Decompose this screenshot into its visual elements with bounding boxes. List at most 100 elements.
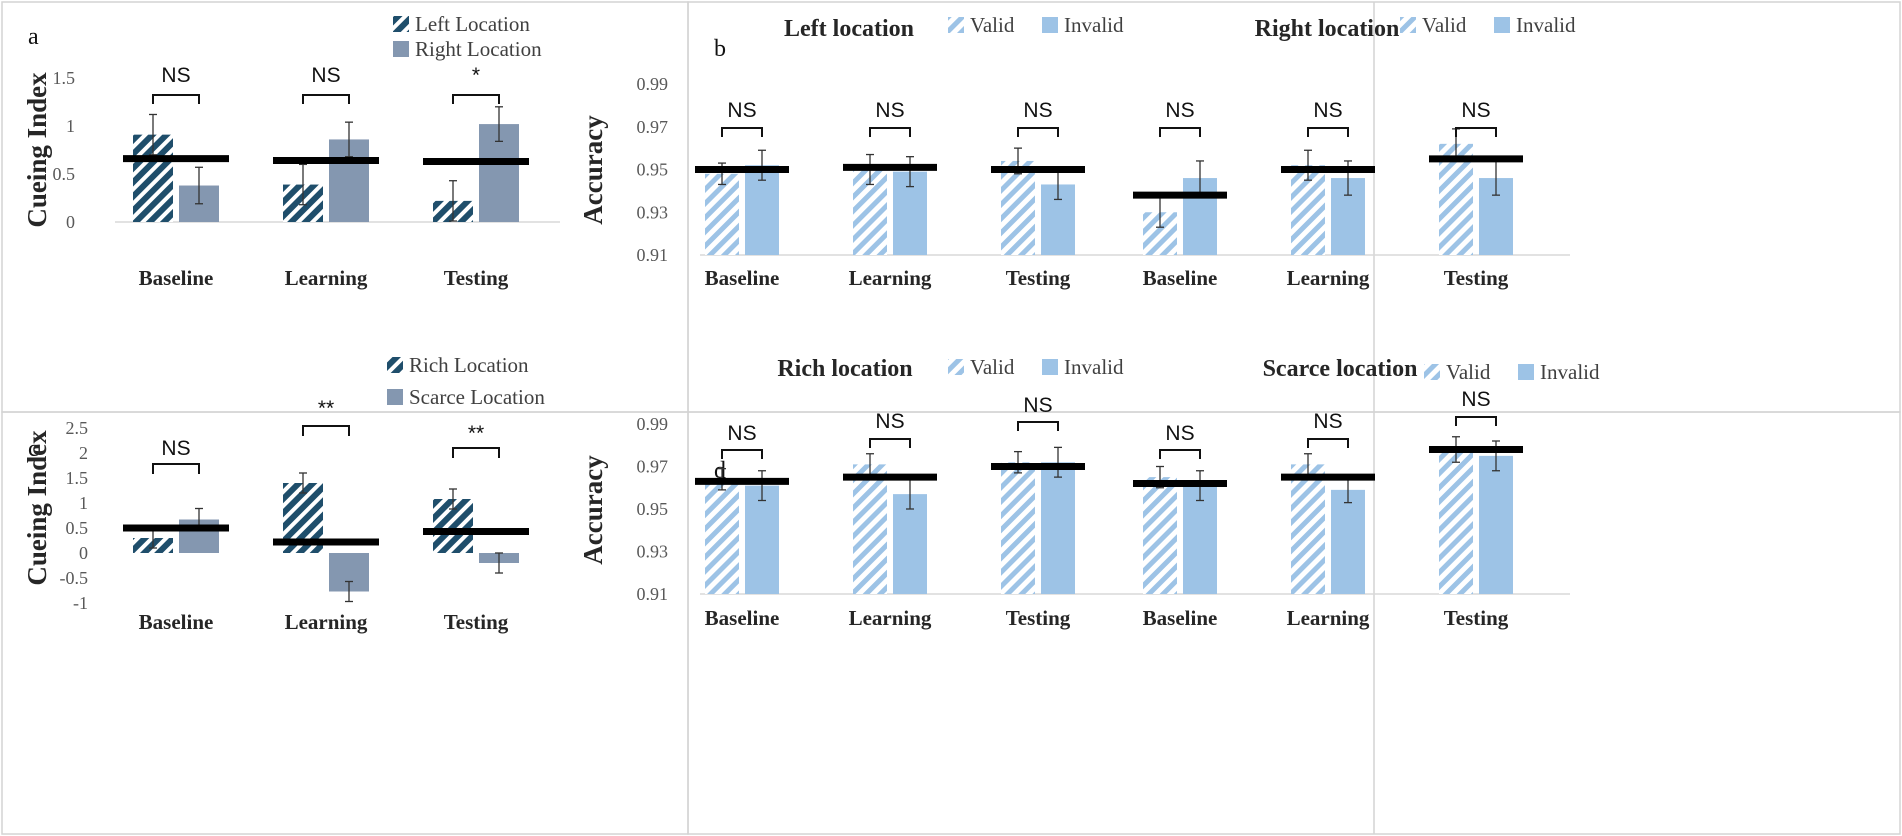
bar-valid-testing — [1001, 462, 1035, 594]
category-label-baseline: Baseline — [139, 610, 214, 634]
bar-invalid-testing — [1041, 462, 1075, 594]
significance-label: NS — [1023, 394, 1052, 417]
significance-bracket — [869, 127, 911, 137]
y-axis-label: Accuracy — [578, 455, 608, 565]
significance-bracket — [452, 447, 500, 458]
y-tick-label: 0.99 — [637, 74, 669, 94]
chart-title: Right location — [1255, 16, 1400, 42]
y-tick-label: 0 — [66, 212, 75, 232]
legend-label-valid: Valid — [970, 355, 1015, 379]
chart-c: -1 -0.5 0 0.5 1 1.5 2 2.5 Cueing Index NS Baseline… — [22, 353, 545, 634]
y-tick-label: 0.99 — [637, 414, 669, 434]
bar-invalid-learning — [893, 494, 927, 594]
chart-b: Left location 0.91 0.93 0.95 0.97 0.99 Accurac… — [578, 13, 1130, 290]
legend-swatch-invalid — [1494, 17, 1510, 33]
significance-label: NS — [1313, 99, 1342, 122]
panel-letter-a: a — [28, 24, 39, 50]
y-tick-label: 1.5 — [66, 468, 89, 488]
significance-bracket — [869, 438, 911, 448]
legend-label-invalid: Invalid — [1064, 355, 1124, 379]
bar-valid-learning — [1291, 464, 1325, 594]
y-tick-label: 2 — [79, 443, 88, 463]
significance-bracket — [1307, 127, 1349, 137]
significance-bracket — [721, 127, 763, 137]
significance-bracket — [302, 94, 350, 104]
significance-bracket — [1455, 127, 1497, 137]
category-label-learning: Learning — [285, 610, 368, 634]
bar-valid-learning — [853, 464, 887, 594]
significance-label: NS — [727, 422, 756, 445]
y-tick-label: 0.91 — [637, 584, 669, 604]
significance-label: NS — [1461, 388, 1490, 411]
y-tick-label: 1 — [66, 116, 75, 136]
y-tick-label: 0.93 — [637, 542, 669, 562]
chart-d2: Scarce location NS Baseline NS Learning NS Tes… — [1130, 356, 1600, 630]
legend-swatch-invalid — [1518, 364, 1534, 380]
y-tick-label: 0.5 — [66, 518, 89, 538]
significance-label: ** — [468, 422, 484, 445]
legend: Valid Invalid — [948, 13, 1124, 37]
significance-bracket — [721, 449, 763, 459]
legend-label-left-location: Left Location — [415, 12, 530, 36]
significance-bracket — [152, 463, 200, 474]
significance-bracket — [1159, 449, 1201, 459]
significance-label: NS — [875, 410, 904, 433]
significance-label: NS — [1165, 99, 1194, 122]
significance-label: NS — [311, 64, 340, 87]
category-label-testing: Testing — [1006, 606, 1071, 630]
chart-b2: Right location NS Baseline NS Learning NS Test… — [1130, 13, 1576, 290]
legend-swatch-rich-location — [387, 357, 403, 373]
significance-bracket — [1017, 421, 1059, 431]
chart-title: Scarce location — [1263, 356, 1418, 382]
significance-bracket — [1017, 127, 1059, 137]
panel-letter-b: b — [714, 36, 726, 62]
y-tick-label: 0.93 — [637, 202, 669, 222]
category-label-baseline: Baseline — [1143, 266, 1218, 290]
legend-label-valid: Valid — [1422, 13, 1467, 37]
legend-swatch-valid — [1424, 364, 1440, 380]
legend-label-right-location: Right Location — [415, 37, 542, 61]
legend-swatch-valid — [948, 359, 964, 375]
y-tick-label: 0.91 — [637, 245, 669, 265]
legend: Valid Invalid — [1400, 13, 1576, 37]
y-tick-label: 0.95 — [637, 499, 669, 519]
category-label-learning: Learning — [1287, 606, 1370, 630]
panel-d-border — [687, 411, 1901, 835]
bar-valid-testing — [1439, 143, 1473, 255]
category-label-testing: Testing — [1006, 266, 1071, 290]
category-label-baseline: Baseline — [139, 266, 214, 290]
y-tick-label: 0.97 — [637, 117, 669, 137]
legend-swatch-invalid — [1042, 359, 1058, 375]
legend-label-invalid: Invalid — [1540, 360, 1600, 384]
significance-bracket — [1455, 416, 1497, 426]
y-tick-label: 0.97 — [637, 457, 669, 477]
bar-valid-baseline — [1143, 477, 1177, 594]
category-label-baseline: Baseline — [1143, 606, 1218, 630]
category-label-learning: Learning — [285, 266, 368, 290]
y-tick-label: -0.5 — [60, 568, 89, 588]
y-axis-label: Cueing Index — [22, 72, 52, 228]
charts-layer: 0 0.5 1 1.5 Cueing Index NS Baseline NS Learning… — [22, 12, 1600, 634]
bar-invalid-learning — [1331, 489, 1365, 594]
category-label-testing: Testing — [1444, 606, 1509, 630]
legend: Valid Invalid — [1424, 360, 1600, 384]
legend: Valid Invalid — [948, 355, 1124, 379]
bar-invalid-baseline — [745, 485, 779, 594]
legend-swatch-left-location — [393, 16, 409, 32]
significance-label: NS — [1165, 422, 1194, 445]
bar-valid-testing — [1001, 160, 1035, 255]
y-tick-label: 0 — [79, 543, 88, 563]
significance-label: NS — [161, 437, 190, 460]
significance-label: NS — [161, 64, 190, 87]
legend-swatch-valid — [1400, 17, 1416, 33]
chart-title: Rich location — [777, 356, 912, 382]
legend-swatch-valid — [948, 17, 964, 33]
significance-label: NS — [875, 99, 904, 122]
bar-invalid-baseline — [1183, 485, 1217, 594]
significance-label: NS — [727, 99, 756, 122]
category-label-testing: Testing — [1444, 266, 1509, 290]
panel-letter-c: c — [28, 436, 39, 462]
bar-valid-testing — [1439, 449, 1473, 594]
